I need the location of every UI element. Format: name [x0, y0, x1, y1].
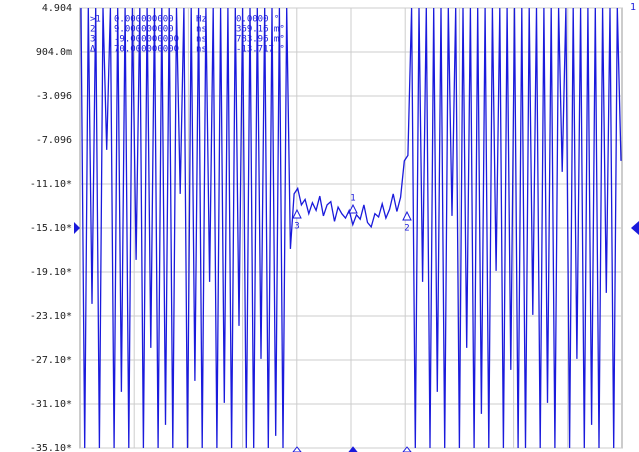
- marker-table-cell: 0.0000 °: [236, 15, 279, 25]
- marker-table-cell: 9.000000000: [114, 25, 174, 35]
- marker-table-cell: 2: [90, 25, 95, 35]
- bottom-marker: [292, 446, 302, 452]
- y-tick-label: -31.10*: [30, 399, 72, 410]
- marker-table-cell: 783.96 m°: [236, 35, 285, 45]
- y-tick-label: 4.904: [42, 3, 72, 14]
- bottom-marker: [348, 446, 358, 452]
- y-tick-label: -3.096: [36, 91, 72, 102]
- marker-table-cell: 70.000000000: [114, 45, 179, 55]
- marker-table-cell: Δ: [90, 45, 96, 55]
- marker-table-cell: ns: [196, 25, 207, 35]
- ref-arrow-right: [631, 221, 639, 236]
- marker-label: 3: [294, 222, 299, 232]
- marker-table-cell: -9.000000000: [114, 35, 179, 45]
- marker-table-cell: Hz: [196, 15, 207, 25]
- y-tick-label: -11.10*: [30, 179, 72, 190]
- trace: [80, 7, 622, 449]
- marker-table-cell: ns: [196, 35, 207, 45]
- y-tick-label: -7.096: [36, 135, 72, 146]
- bottom-marker: [402, 446, 412, 452]
- marker-triangle: [292, 208, 302, 219]
- y-tick-label: -15.10*: [30, 223, 72, 234]
- marker-triangle: [402, 210, 412, 221]
- y-tick-label: -27.10*: [30, 355, 72, 366]
- trace-label: 1: [630, 2, 636, 13]
- marker-label: 1: [350, 194, 355, 204]
- ref-arrow-left: [74, 222, 80, 235]
- marker-label: 2: [404, 224, 409, 234]
- overlay: >1 0.000000000 Hz 0.0000 ° 2 9.000000000 ns 369…: [74, 15, 639, 452]
- marker-triangle: [348, 203, 358, 214]
- marker-table-cell: >1: [90, 15, 101, 25]
- y-tick-label: -23.10*: [30, 311, 72, 322]
- y-tick-label: -35.10*: [30, 443, 72, 452]
- marker-table-cell: -13.717 °: [236, 45, 285, 55]
- y-tick-label: -19.10*: [30, 267, 72, 278]
- trace-line: [80, 7, 622, 449]
- marker-table-cell: 369.16 m°: [236, 25, 285, 35]
- marker-table-cell: ns: [196, 45, 207, 55]
- marker-table-cell: 0.000000000: [114, 15, 174, 25]
- y-tick-label: 904.0m: [36, 47, 72, 58]
- marker-table-cell: 3: [90, 35, 95, 45]
